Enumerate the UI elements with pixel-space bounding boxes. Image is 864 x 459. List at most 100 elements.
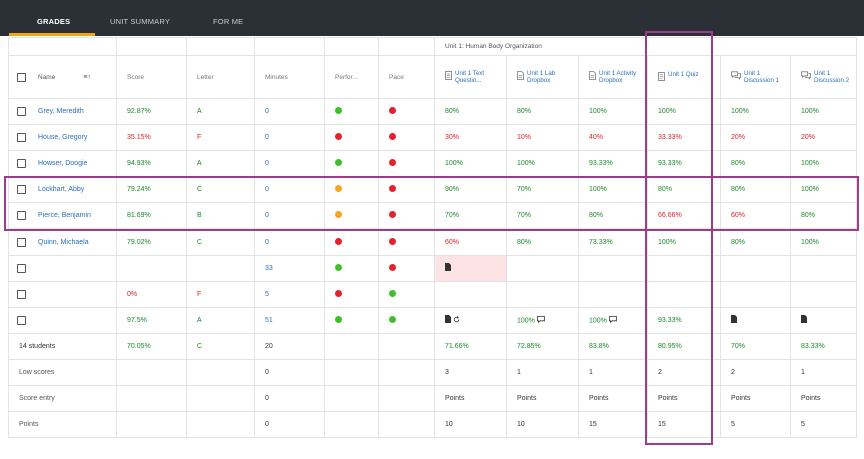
grade-cell[interactable]: 80% <box>720 228 791 256</box>
grade-cell[interactable]: 80% <box>720 150 791 178</box>
row-checkbox[interactable] <box>17 185 26 195</box>
assignment-header-4[interactable]: Unit 1 Quiz <box>647 55 721 99</box>
grade-cell[interactable] <box>434 254 507 282</box>
grade-cell[interactable]: 100% <box>578 176 648 204</box>
grade-cell[interactable] <box>647 280 721 308</box>
grade-cell[interactable] <box>720 306 791 334</box>
resubmit-icon[interactable] <box>453 315 460 325</box>
grade-cell[interactable]: 90% <box>434 176 507 204</box>
assignment-header-2[interactable]: Unit 1 Lab Dropbox <box>506 55 579 99</box>
row-checkbox[interactable] <box>17 159 26 169</box>
student-name-link[interactable]: Howser, Doogie <box>38 160 88 168</box>
grade-cell[interactable]: 33.33% <box>647 124 721 152</box>
grade-cell[interactable]: 100% <box>578 97 648 126</box>
comment-icon[interactable] <box>609 315 617 325</box>
row-checkbox[interactable] <box>17 211 26 221</box>
name-column-header[interactable]: Name ≡↑ <box>8 55 117 99</box>
grade-cell[interactable]: 60% <box>434 228 507 256</box>
grade-cell[interactable]: 93.33% <box>647 150 721 178</box>
assignment-header-5[interactable]: Unit 1 Discussion 1 <box>720 55 791 99</box>
assignment-header-link[interactable]: Unit 1 Quiz <box>658 71 720 84</box>
grade-cell[interactable]: 100% <box>647 97 721 126</box>
grade-cell[interactable]: 80% <box>506 228 579 256</box>
student-name-link[interactable]: Pierce, Benjamin <box>38 212 91 220</box>
assignment-header-link[interactable]: Unit 1 Activity Dropbox <box>589 70 647 85</box>
comment-icon[interactable] <box>537 315 545 325</box>
grade-cell[interactable]: 100% <box>647 228 721 256</box>
assignment-header-link[interactable]: Unit 1 Text Questio... <box>445 70 506 85</box>
grade-cell[interactable] <box>578 280 648 308</box>
assignment-header-3[interactable]: Unit 1 Activity Dropbox <box>578 55 648 99</box>
assignment-header-6[interactable]: Unit 1 Discussion 2 <box>789 55 858 99</box>
tab-unit-summary[interactable]: UNIT SUMMARY <box>110 17 171 26</box>
grade-cell[interactable] <box>578 254 648 282</box>
grade-cell[interactable]: 100% <box>789 176 858 204</box>
student-name-link[interactable]: Lockhart, Abby <box>38 186 85 194</box>
grade-cell[interactable]: 80% <box>647 176 721 204</box>
grade-cell[interactable]: 100% <box>789 150 858 178</box>
grade-cell[interactable]: 100% <box>506 150 579 178</box>
pace-column-header[interactable]: Pace <box>378 55 435 99</box>
select-all-checkbox[interactable] <box>17 72 26 82</box>
grade-cell[interactable]: 93.33% <box>578 150 648 178</box>
submission-icon[interactable] <box>445 315 451 325</box>
student-name-link[interactable]: House, Gregory <box>38 134 88 142</box>
grade-cell[interactable]: 80% <box>434 97 507 126</box>
grade-cell[interactable] <box>720 254 791 282</box>
grade-cell[interactable]: 100% <box>434 150 507 178</box>
row-checkbox[interactable] <box>17 237 26 247</box>
letter-column-header[interactable]: Letter <box>186 55 255 99</box>
minutes-column-header[interactable]: Minutes <box>254 55 325 99</box>
grade-cell[interactable]: 20% <box>789 124 858 152</box>
student-name-link[interactable]: Grey, Meredith <box>38 108 84 116</box>
grade-cell[interactable] <box>720 280 791 308</box>
row-checkbox[interactable] <box>17 133 26 143</box>
grade-cell[interactable] <box>434 280 507 308</box>
row-checkbox[interactable] <box>17 107 26 117</box>
grade-cell[interactable] <box>789 254 858 282</box>
tab-grades[interactable]: GRADES <box>37 17 71 26</box>
grade-cell[interactable] <box>789 306 858 334</box>
student-name-link[interactable]: Quinn, Michaela <box>38 238 89 246</box>
grade-cell[interactable]: 73.33% <box>578 228 648 256</box>
performance-column-header[interactable]: Perfor... <box>324 55 379 99</box>
submission-icon[interactable] <box>801 315 807 325</box>
score-column-header[interactable]: Score <box>116 55 187 99</box>
grade-cell[interactable]: 93.33% <box>647 306 721 334</box>
row-checkbox[interactable] <box>17 315 26 325</box>
assignment-header-1[interactable]: Unit 1 Text Questio... <box>434 55 507 99</box>
grade-cell[interactable]: 100% <box>789 97 858 126</box>
grade-cell[interactable]: 100% <box>578 306 648 334</box>
grade-cell[interactable]: 80% <box>720 176 791 204</box>
grade-cell[interactable] <box>506 254 579 282</box>
grade-cell[interactable]: 80% <box>578 202 648 230</box>
assignment-header-link[interactable]: Unit 1 Discussion 1 <box>731 70 790 85</box>
grade-cell[interactable]: 70% <box>506 202 579 230</box>
grade-cell[interactable]: 30% <box>434 124 507 152</box>
grade-cell[interactable]: 100% <box>789 228 858 256</box>
assignment-header-link[interactable]: Unit 1 Lab Dropbox <box>517 70 578 85</box>
grade-cell[interactable] <box>789 280 858 308</box>
grade-cell[interactable]: 80% <box>506 97 579 126</box>
pin-sort-icon[interactable]: ≡↑ <box>83 73 91 81</box>
grade-cell[interactable]: 60% <box>720 202 791 230</box>
grade-cell[interactable]: 80% <box>789 202 858 230</box>
submission-icon[interactable] <box>731 315 737 325</box>
grade-cell[interactable]: 100% <box>506 306 579 334</box>
grade-cell[interactable]: 66.66% <box>647 202 721 230</box>
assignment-header-link[interactable]: Unit 1 Discussion 2 <box>801 70 856 85</box>
submission-icon[interactable] <box>445 263 451 273</box>
grade-cell[interactable]: 70% <box>506 176 579 204</box>
grade-cell[interactable]: 10% <box>506 124 579 152</box>
grade-cell[interactable]: 20% <box>720 124 791 152</box>
grade-cell[interactable] <box>434 306 507 334</box>
tab-for-me[interactable]: FOR ME <box>213 17 244 26</box>
row-checkbox[interactable] <box>17 263 26 273</box>
grade-cell[interactable] <box>647 254 721 282</box>
grade-cell[interactable] <box>506 280 579 308</box>
row-checkbox[interactable] <box>17 289 26 299</box>
grade-cell[interactable]: 100% <box>720 97 791 126</box>
grade-value: 60% <box>731 212 746 220</box>
grade-cell[interactable]: 40% <box>578 124 648 152</box>
grade-cell[interactable]: 70% <box>434 202 507 230</box>
